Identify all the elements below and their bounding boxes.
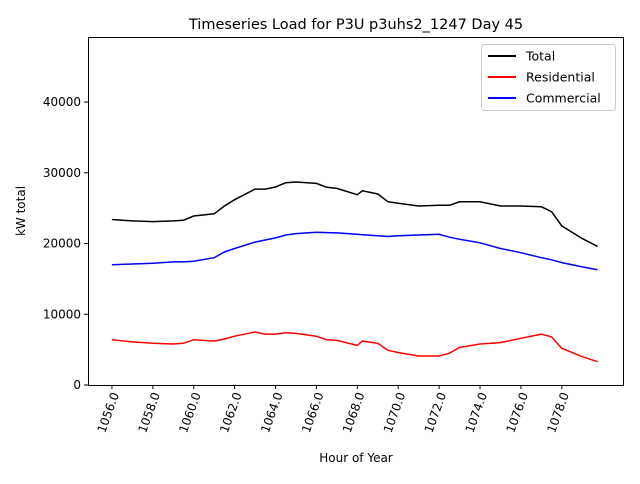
- legend-box: [481, 44, 616, 111]
- x-tick-label: 1062.0: [217, 390, 245, 434]
- x-tick-label: 1076.0: [504, 390, 532, 434]
- x-tick-label: 1070.0: [381, 390, 409, 434]
- x-tick-label: 1060.0: [176, 390, 204, 434]
- y-axis-label: kW total: [14, 186, 28, 236]
- x-tick-label: 1078.0: [544, 390, 572, 434]
- x-tick-label: 1072.0: [422, 390, 450, 434]
- x-axis-label: Hour of Year: [319, 451, 393, 465]
- legend-label: Commercial: [526, 91, 601, 106]
- series-line-total: [111, 181, 598, 248]
- y-tick-label: 30000: [43, 166, 81, 180]
- series-line-residential: [111, 331, 598, 363]
- y-tick-label: 10000: [43, 307, 81, 321]
- series-lines: [111, 181, 598, 363]
- y-axis: 0 10000 20000 30000 40000: [43, 95, 88, 392]
- legend: Total Residential Commercial: [481, 44, 616, 111]
- y-tick-label: 40000: [43, 95, 81, 109]
- legend-label: Total: [525, 49, 555, 64]
- plot-frame: [88, 37, 624, 386]
- x-tick-label: 1074.0: [463, 390, 491, 434]
- x-tick-label: 1068.0: [340, 390, 368, 434]
- x-axis: 1056.0 1058.0 1060.0 1062.0 1064.0 1066.0 1068…: [95, 385, 572, 435]
- x-tick-label: 1066.0: [299, 390, 327, 434]
- x-tick-label: 1064.0: [258, 390, 286, 434]
- legend-label: Residential: [526, 70, 595, 85]
- y-tick-label: 0: [73, 378, 81, 392]
- x-tick-label: 1056.0: [95, 390, 123, 434]
- x-tick-label: 1058.0: [135, 390, 163, 434]
- chart-title: Timeseries Load for P3U p3uhs2_1247 Day …: [188, 17, 523, 33]
- series-line-commercial: [111, 231, 598, 271]
- y-tick-label: 20000: [43, 237, 81, 251]
